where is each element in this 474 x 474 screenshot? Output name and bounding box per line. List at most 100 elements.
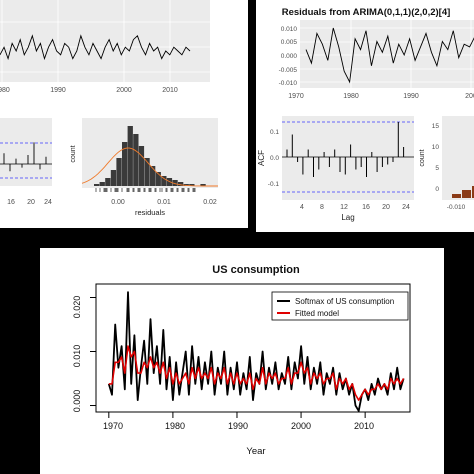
acf2-panel-bg [282,116,414,200]
hist-bar [144,158,150,186]
legend-label-softmax: Softmax of US consumption [295,297,394,306]
hist-bar [150,166,156,186]
ts-tick-1980: 1980 [0,87,10,94]
hist2-bars [452,186,474,198]
legend-box [271,291,409,321]
hist-xlabel: residuals [135,208,165,217]
acf-tick-16: 16 [7,199,15,206]
acf-panel-bg [0,118,52,186]
hist-bar [178,182,184,186]
xtick-2000-label: 2000 [291,421,311,431]
residuals-title: Residuals from ARIMA(0,1,1)(2,0,2)[4] [282,7,451,18]
acf2-ytick-2: -0.1 [268,181,280,188]
res-ytick-0: 0.010 [281,26,298,33]
hist-bar [189,184,195,186]
hist-bar [133,134,139,186]
y-ticks [90,297,96,407]
res-xtick-1: 1980 [343,93,359,100]
acf2-xlabel: Lag [341,213,354,222]
hist2-x-ticks: -0.010 -0 [447,204,466,211]
res-y-ticks: 0.010 0.005 0.000 -0.005 -0.010 [279,26,298,87]
hist2-bar [452,194,461,198]
acf-tick-24: 24 [44,199,52,206]
hist-bar [183,184,189,186]
top-right-panel: Residuals from ARIMA(0,1,1)(2,0,2)[4] 0.… [256,0,474,232]
x-axis-label: Year [246,446,265,457]
ts-tick-1990: 1990 [50,87,66,94]
hist-bar [155,172,161,186]
hist-bar [138,146,145,186]
acf2-xtick-5: 24 [402,204,410,211]
hist-bar [110,170,117,186]
hist-bar [122,142,128,186]
hist-tick-2: 0.02 [203,199,217,206]
hist-density-curve [81,147,218,187]
hist-bar [99,182,105,186]
acf2-xtick-3: 16 [362,204,370,211]
res-ytick-3: -0.005 [279,67,298,74]
acf2-xtick-1: 8 [320,204,324,211]
ts-line [0,34,191,61]
hist-bar [94,184,100,186]
acf2-xtick-0: 4 [300,204,304,211]
ts-tick-2000: 2000 [116,87,132,94]
hist-tick-0: 0.00 [111,199,125,206]
hist-bar [127,126,133,186]
acf2-y-ticks: 0.1 0.0 -0.1 [268,129,280,188]
top-right-svg: Residuals from ARIMA(0,1,1)(2,0,2)[4] 0.… [257,7,474,222]
acf2-x-ticks: 4 8 12 16 20 24 [300,204,410,211]
acf-tick-20: 20 [27,199,35,206]
hist-tick-1: 0.01 [157,199,171,206]
legend: Softmax of US consumption Fitted model [271,291,409,321]
ytick-1-label: 0.010 [72,345,82,368]
hist-bar [116,158,122,186]
main-title: US consumption [212,264,300,276]
acf2-xtick-2: 12 [340,204,348,211]
xtick-1990-label: 1990 [228,421,248,431]
hist2-bar [462,190,471,198]
hist-rug [95,188,196,192]
hist2-ytick-0: 15 [432,123,440,130]
res-gridlines [295,20,474,88]
ts-tick-2010: 2010 [162,87,178,94]
acf2-ytick-0: 0.1 [270,129,279,136]
acf-bars [3,142,47,172]
hist-bars [94,126,206,186]
ts-panel-bg [0,0,210,82]
series-fitted-line [108,345,405,401]
hist-bar [172,180,178,186]
x-tick-labels: 1970 1980 1990 2000 2010 [103,421,374,431]
ytick-2-label: 0.020 [72,296,82,319]
hist2-ytick-3: 0 [435,186,439,193]
xtick-1970-label: 1970 [103,421,123,431]
acf2-bars [286,122,405,177]
hist2-y-ticks: 15 10 5 0 [432,123,440,193]
hist2-bar [472,186,474,198]
hist2-panel-bg [442,116,474,200]
res-ytick-4: -0.010 [279,80,298,87]
ytick-0-label: 0.000 [72,390,82,413]
top-left-panel: 1980 1990 2000 2010 16 20 24 count 0.00 … [0,0,248,228]
res-xtick-0: 1970 [288,93,304,100]
hist2-xtick-0: -0.010 [447,204,466,211]
acf-x-ticks: 16 20 24 [7,199,52,206]
y-tick-labels: 0.000 0.010 0.020 [72,296,82,413]
res-xtick-3: 200 [465,93,474,100]
res-line [305,27,474,84]
plot-frame [95,283,411,413]
us-consumption-panel: US consumption 0.000 0.010 0.020 1970 19… [40,248,444,474]
x-ticks [108,412,366,418]
acf2-xtick-4: 20 [382,204,390,211]
series-softmax-line [107,291,405,412]
hist2-ylabel: count [419,149,426,166]
hist-bar [161,176,167,186]
top-left-svg: 1980 1990 2000 2010 16 20 24 count 0.00 … [0,0,218,217]
hist-bar [200,184,206,186]
xtick-1980-label: 1980 [165,421,185,431]
hist-x-ticks: 0.00 0.01 0.02 [111,199,217,206]
hist2-ytick-2: 5 [435,165,439,172]
us-consumption-svg: US consumption 0.000 0.010 0.020 1970 19… [72,264,411,457]
res-ytick-1: 0.005 [281,39,298,46]
acf2-ytick-1: 0.0 [270,155,279,162]
xtick-2010-label: 2010 [354,421,374,431]
